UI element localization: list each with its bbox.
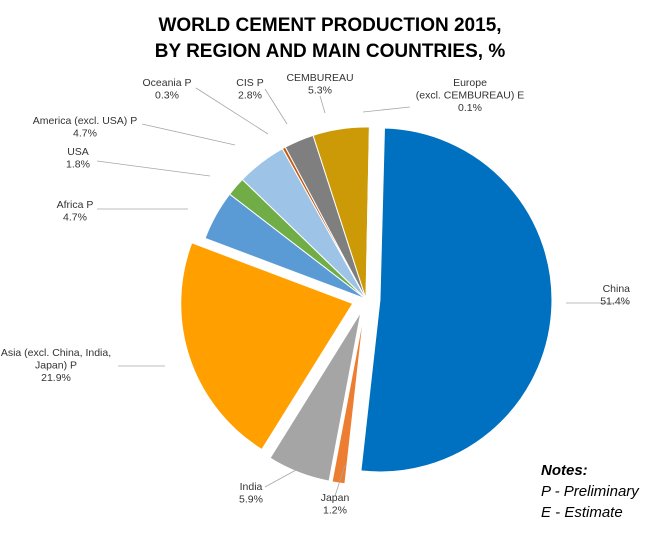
- pie-slice-china: [360, 127, 553, 473]
- leader-line: [334, 464, 346, 497]
- slice-label: CEMBUREAU 5.3%: [286, 72, 353, 97]
- slice-label: America (excl. USA) P 4.7%: [33, 115, 137, 140]
- slice-label: Africa P 4.7%: [57, 199, 94, 224]
- leader-line: [362, 106, 411, 113]
- leader-line: [96, 160, 211, 177]
- leader-line: [319, 95, 326, 114]
- slice-labels: China 51.4% Japan 1.2% India 5.9% Asia (excl. …: [1, 72, 630, 517]
- leader-line: [141, 123, 236, 146]
- slice-label: CIS P 2.8%: [236, 77, 263, 102]
- leader-line: [195, 87, 269, 135]
- leader-lines: [96, 87, 629, 497]
- pie-slice-europe: [365, 126, 372, 300]
- notes-preliminary: P - Preliminary: [541, 483, 639, 500]
- slice-label: USA 1.8%: [66, 146, 90, 171]
- pie-slices: [180, 126, 553, 485]
- chart-title-line-1: WORLD CEMENT PRODUCTION 2015,: [158, 15, 501, 36]
- pie-slice-asia-excl-china-india: [180, 242, 354, 451]
- slice-label: Asia (excl. China, India, Japan) P 21.9%: [1, 347, 111, 384]
- chart-title-line-2: BY REGION AND MAIN COUNTRIES, %: [155, 41, 506, 62]
- slice-label: Oceania P 0.3%: [142, 77, 191, 102]
- notes-box: Notes: P - Preliminary E - Estimate: [541, 460, 639, 523]
- notes-heading: Notes:: [541, 462, 588, 479]
- leader-line: [264, 88, 288, 125]
- slice-label: Europe (excl. CEMBUREAU) E 0.1%: [416, 77, 525, 114]
- pie-slice-india: [269, 311, 362, 482]
- slice-label: India 5.9%: [239, 481, 263, 506]
- leader-line: [264, 469, 297, 488]
- slice-label: China 51.4%: [600, 283, 630, 308]
- slice-label: Japan 1.2%: [321, 492, 350, 517]
- notes-estimate: E - Estimate: [541, 504, 623, 521]
- pie-slice-japan: [331, 312, 365, 485]
